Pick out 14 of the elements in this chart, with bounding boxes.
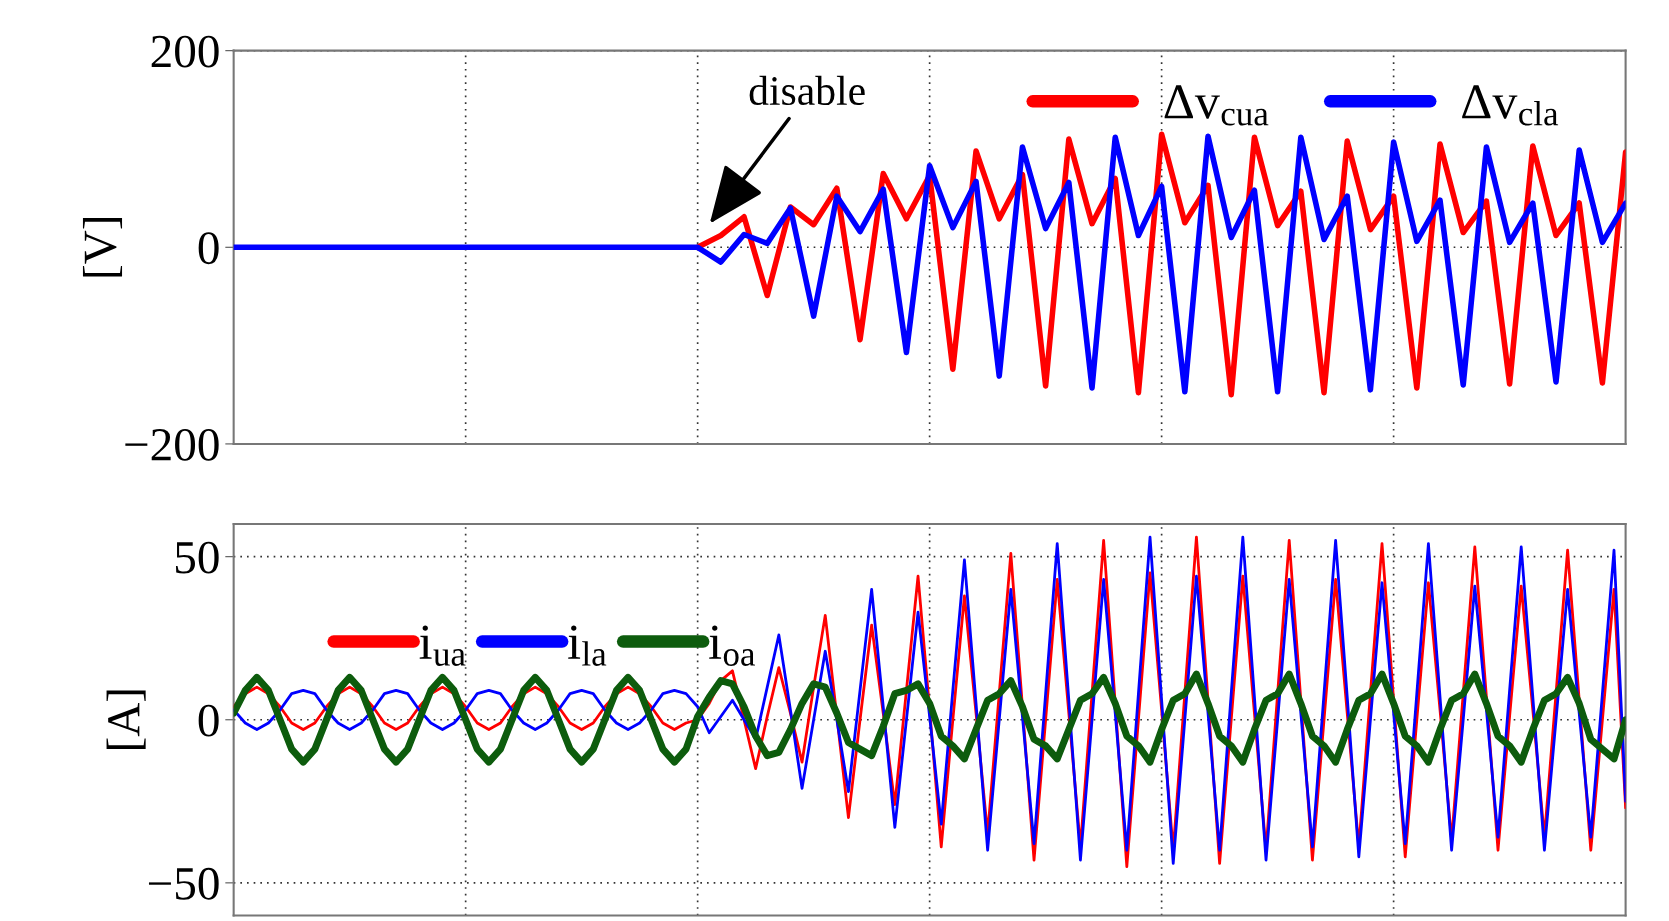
y-tick-label: 0 (198, 232, 219, 265)
y-tick-label: 200 (151, 35, 219, 68)
annotation: disable (749, 75, 865, 106)
legend-label: i$_{ua}$ (419, 625, 466, 666)
legend-label: Δv$_{cua}$ (1164, 85, 1269, 126)
legend-label: Δv$_{cla}$ (1462, 85, 1559, 126)
y-tick-label: −200 (125, 428, 219, 461)
y-axis-title: [A] (106, 690, 146, 750)
y-tick-label: 0 (198, 704, 219, 737)
y-tick-label: −50 (148, 867, 219, 900)
y-tick-label: 50 (175, 541, 219, 574)
legend-label: i$_{la}$ (568, 625, 607, 666)
legend-label: i$_{oa}$ (709, 625, 756, 666)
y-axis-title: [V] (82, 218, 123, 277)
